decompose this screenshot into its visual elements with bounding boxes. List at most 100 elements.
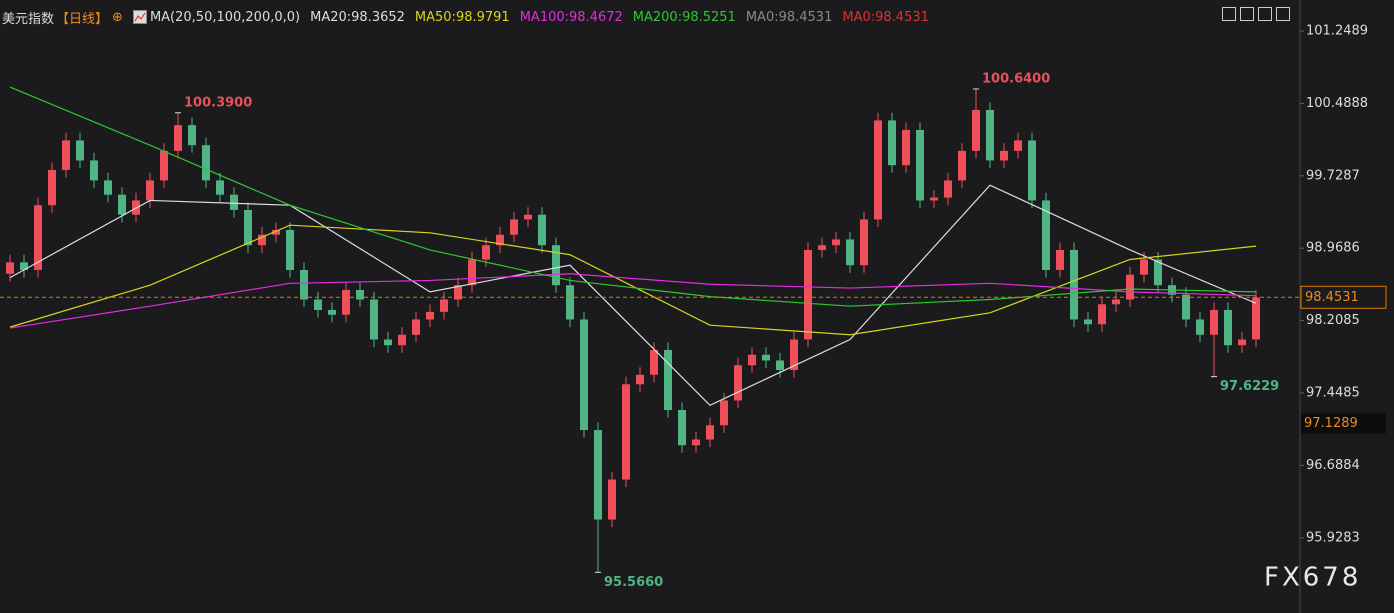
candle-body [1098,304,1106,325]
candle-body [20,262,28,270]
add-button[interactable]: ⊕ [112,9,123,25]
candle-body [524,214,532,220]
candle-body [790,339,798,370]
y-tick-label: 96.6884 [1306,458,1360,473]
candle-body [356,289,364,300]
watermark: FX678 [1264,563,1361,593]
tool-button[interactable] [1258,7,1272,21]
candle-body [48,169,56,206]
candle-body [580,319,588,431]
candle-body [370,299,378,340]
candle-body [1154,259,1162,286]
candle-body [510,219,518,235]
candle-body [1028,140,1036,201]
y-tick-label: 98.2085 [1306,313,1360,328]
ma-line [9,224,1257,336]
candle-body [706,425,714,440]
candle-body [62,140,70,170]
candle-body [468,259,476,286]
candle-body [104,180,112,195]
candle-body [818,245,826,250]
candle-body [90,160,98,181]
candle-body [538,214,546,246]
y-tick-label: 95.9283 [1306,530,1360,545]
candle-body [384,339,392,346]
tool-button[interactable] [1276,7,1290,21]
candle-body [762,354,770,361]
candle-body [846,239,854,266]
marker-price-label: 97.1289 [1304,416,1358,431]
candle-body [1056,249,1064,270]
last-price-box [1300,285,1387,309]
candle-body [748,354,756,366]
candle-body [720,400,728,426]
candle-body [328,309,336,315]
y-tick-label: 101.2489 [1306,23,1368,38]
period[interactable]: 【日线】 [56,11,109,27]
candle-body [678,410,686,446]
last-price-label: 98.4531 [1305,290,1359,305]
candle-body [258,234,266,246]
candle-body [664,349,672,411]
chart-title: 美元指数 [2,11,55,27]
candle-body [1070,249,1078,320]
candle-body [944,180,952,198]
candle-body [930,197,938,201]
y-tick-label: 98.9686 [1306,241,1360,256]
candle-body [972,109,980,151]
candle-body [608,479,616,520]
candle-body [1014,140,1022,151]
y-tick-label: 97.4485 [1306,385,1360,400]
candles [6,88,1260,573]
indicator-label: MA100:98.4672 [519,9,623,25]
candle-body [412,319,420,335]
candle-body [286,229,294,270]
candle-body [314,299,322,310]
candle-body [566,285,574,320]
candle-body [440,299,448,312]
candle-body [1196,319,1204,335]
candle-body [272,229,280,235]
candle-body [958,150,966,181]
y-tick-label: 99.7287 [1306,168,1360,183]
candle-body [496,234,504,246]
candle-body [622,384,630,480]
candle-body [636,374,644,385]
candle-body [300,269,308,300]
marker-price-box [1301,413,1386,434]
candle-body [1252,297,1260,340]
candle-body [174,125,182,151]
candle-body [202,145,210,181]
candle-body [34,205,42,270]
candle-body [888,120,896,166]
candle-body [6,262,14,274]
candle-body [1224,309,1232,346]
candle-body [482,245,490,260]
ma-line [9,184,1257,406]
y-tick-label: 100.4888 [1306,96,1368,111]
candle-body [118,194,126,215]
annotation: 95.5660 [604,575,663,590]
indicator-icon [132,10,147,24]
candle-body [1210,309,1218,335]
candle-body [804,249,812,340]
annotation: 97.6229 [1220,379,1279,394]
candle-body [426,311,434,320]
candle-body [230,194,238,210]
candle-body [734,365,742,401]
indicator-label: MA50:98.9791 [414,9,510,25]
candle-body [398,334,406,346]
candle-body [244,209,252,246]
toolbar [1222,7,1294,21]
tool-button[interactable] [1222,7,1236,21]
annotation: 100.3900 [184,95,252,110]
indicator-label: MA0:98.4531 [745,9,833,25]
candle-body [1042,200,1050,270]
candle-body [1084,319,1092,325]
indicator-list: MA(20,50,100,200,0,0) MA20:98.3652 MA50:98… [150,10,939,25]
candle-body [454,285,462,300]
candle-body [216,180,224,195]
tool-button[interactable] [1240,7,1254,21]
